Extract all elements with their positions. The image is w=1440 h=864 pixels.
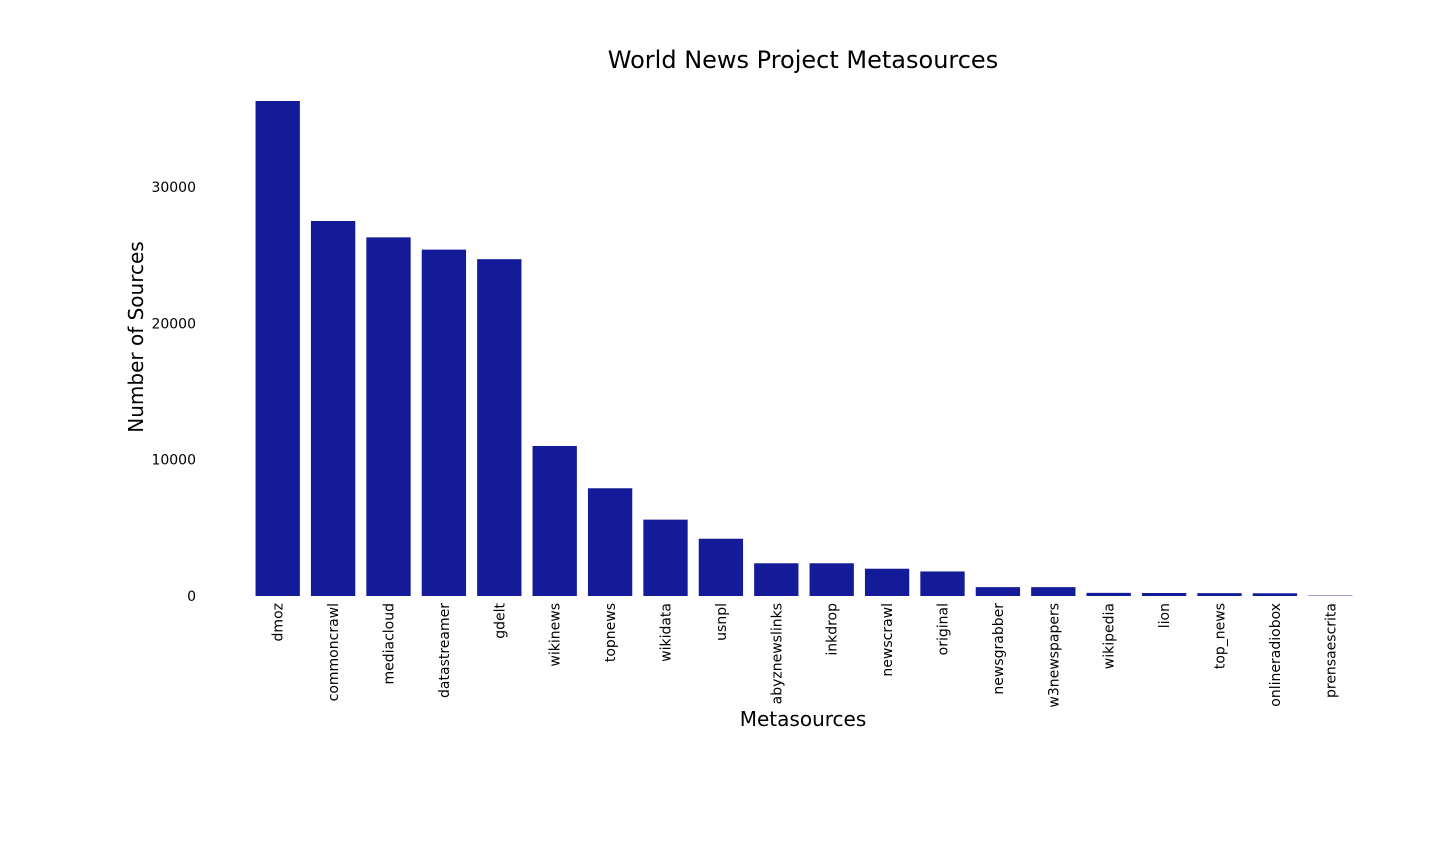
bar-mediacloud	[366, 237, 411, 596]
x-tick-label: wikinews	[548, 603, 564, 667]
x-tick-label: usnpl	[714, 603, 730, 641]
x-tick-label: wikipedia	[1102, 603, 1118, 669]
y-axis-ticks: 0 10000 20000 30000	[151, 180, 196, 605]
bar-topnews	[587, 488, 633, 596]
x-tick-label: datastreamer	[437, 603, 453, 698]
x-tick-label: mediacloud	[382, 603, 398, 685]
bar-onlineradiobox	[1252, 593, 1298, 596]
x-axis-ticks: dmoz commoncrawl mediacloud datastreamer gde…	[271, 602, 1340, 707]
x-tick-label: original	[936, 603, 952, 655]
y-tick-label: 10000	[151, 453, 196, 469]
x-tick-label: abyznewslinks	[769, 603, 785, 704]
x-tick-label: gdelt	[492, 602, 508, 638]
x-tick-label: lion	[1157, 603, 1173, 628]
x-tick-label: wikidata	[659, 603, 675, 662]
bar-abyznewslinks	[754, 563, 799, 596]
x-tick-label: dmoz	[271, 603, 287, 641]
bar-wikinews	[532, 446, 577, 596]
bar-wikidata	[643, 519, 688, 596]
bar-lion	[1141, 593, 1187, 596]
bar-newsgrabber	[975, 587, 1021, 596]
y-tick-label: 30000	[151, 180, 196, 196]
y-tick-label: 0	[187, 589, 196, 605]
bar-newscrawl	[864, 568, 910, 596]
x-tick-label: topnews	[603, 603, 619, 662]
chart-title: World News Project Metasources	[608, 46, 998, 74]
x-tick-label: commoncrawl	[326, 603, 342, 701]
bar-dmoz	[255, 101, 300, 596]
x-tick-label: newsgrabber	[991, 603, 1007, 695]
x-tick-label: inkdrop	[825, 603, 841, 656]
x-tick-label: onlineradiobox	[1268, 603, 1284, 707]
bar-commoncrawl	[310, 221, 356, 596]
bar-inkdrop	[809, 563, 854, 596]
x-tick-label: prensaescrita	[1323, 603, 1339, 698]
bar-w3newspapers	[1031, 587, 1076, 596]
x-tick-label: newscrawl	[880, 603, 896, 677]
bar-gdelt	[477, 259, 522, 596]
x-tick-label: top_news	[1213, 603, 1229, 669]
bars	[255, 101, 1353, 597]
y-axis-label: Number of Sources	[124, 241, 148, 432]
bar-wikipedia	[1086, 592, 1131, 596]
bar-top_news	[1197, 593, 1242, 596]
bar-datastreamer	[421, 249, 467, 597]
x-tick-label: w3newspapers	[1046, 603, 1062, 708]
bar-original	[920, 571, 965, 596]
y-tick-label: 20000	[151, 316, 196, 332]
x-axis-label: Metasources	[740, 707, 867, 731]
bar-usnpl	[698, 538, 744, 596]
